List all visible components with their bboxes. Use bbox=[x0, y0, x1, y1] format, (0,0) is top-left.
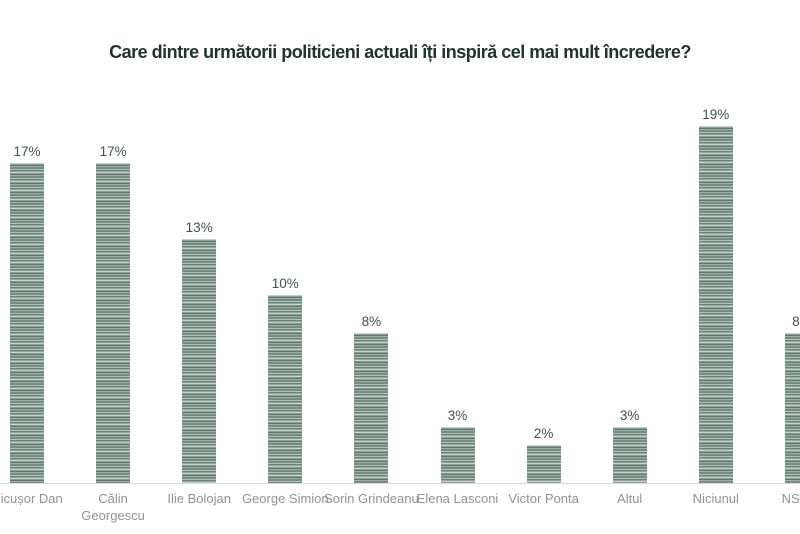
bar bbox=[440, 427, 475, 483]
bar-value-label: 3% bbox=[447, 408, 468, 423]
bar-value-label: 17% bbox=[99, 144, 127, 159]
bar bbox=[10, 163, 44, 483]
category-label: Elena Lasconi bbox=[416, 491, 499, 506]
bar bbox=[612, 427, 647, 483]
category-label: NS/NR bbox=[781, 491, 800, 506]
bar-value-label: 8% bbox=[361, 314, 382, 329]
bar-value-label: 2% bbox=[533, 426, 554, 441]
bar-value-label: 13% bbox=[185, 220, 213, 235]
bar bbox=[268, 295, 303, 483]
x-axis-line bbox=[0, 483, 800, 484]
category-label: George Simion bbox=[241, 491, 329, 506]
bar bbox=[698, 126, 733, 483]
category-label: Ilie Bolojan bbox=[167, 491, 231, 506]
bar-value-label: 8% bbox=[792, 314, 800, 329]
bar bbox=[526, 445, 561, 483]
bar-value-label: 17% bbox=[13, 144, 41, 159]
category-label: Călin Georgescu bbox=[81, 491, 145, 523]
bar-value-label: 3% bbox=[619, 408, 640, 423]
bar bbox=[96, 163, 131, 483]
chart-title: Care dintre următorii politicieni actual… bbox=[109, 42, 691, 62]
bar bbox=[354, 333, 389, 483]
category-label: Nicușor Dan bbox=[0, 491, 63, 506]
bar-value-label: 10% bbox=[271, 276, 299, 291]
bar bbox=[784, 333, 800, 483]
category-label: Altul bbox=[617, 491, 643, 506]
bar-value-label: 19% bbox=[702, 107, 730, 122]
category-label: Sorin Grindeanu bbox=[324, 491, 419, 506]
bar bbox=[182, 239, 217, 483]
category-label: Niciunul bbox=[692, 491, 739, 506]
category-label: Victor Ponta bbox=[508, 491, 579, 506]
